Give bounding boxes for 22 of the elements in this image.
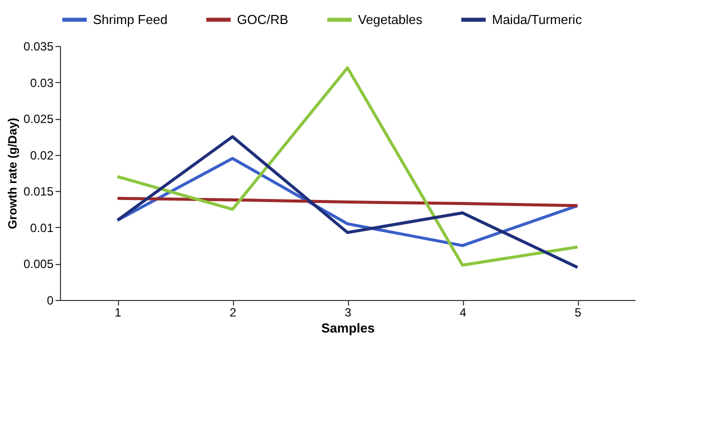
y-tick-label: 0.01 bbox=[30, 220, 54, 235]
x-axis-title: Samples bbox=[321, 320, 375, 336]
y-axis-title: Growth rate (g/Day) bbox=[5, 118, 20, 230]
x-tick-label: 3 bbox=[344, 306, 352, 320]
y-tick-label: 0.005 bbox=[23, 257, 54, 272]
x-tick-label: 2 bbox=[230, 306, 237, 320]
legend-label: Vegetables bbox=[358, 12, 423, 27]
legend-label: Maida/Turmeric bbox=[492, 12, 582, 27]
x-tick-label: 5 bbox=[574, 306, 582, 320]
line-series bbox=[116, 66, 579, 267]
line-series bbox=[116, 196, 579, 208]
y-tick-label: 0.035 bbox=[23, 40, 54, 54]
y-tick-label: 0.025 bbox=[23, 112, 54, 126]
y-tick-label: 0.02 bbox=[30, 148, 54, 162]
y-tick-label: 0.03 bbox=[30, 76, 54, 90]
x-tick-label: 1 bbox=[114, 306, 122, 320]
y-tick-label: 0.015 bbox=[23, 184, 54, 199]
y-tick-label: 0 bbox=[46, 294, 54, 308]
legend-label: Shrimp Feed bbox=[93, 12, 168, 27]
line-series bbox=[116, 135, 579, 269]
legend-label: GOC/RB bbox=[237, 12, 288, 27]
x-tick-label: 4 bbox=[460, 306, 467, 320]
